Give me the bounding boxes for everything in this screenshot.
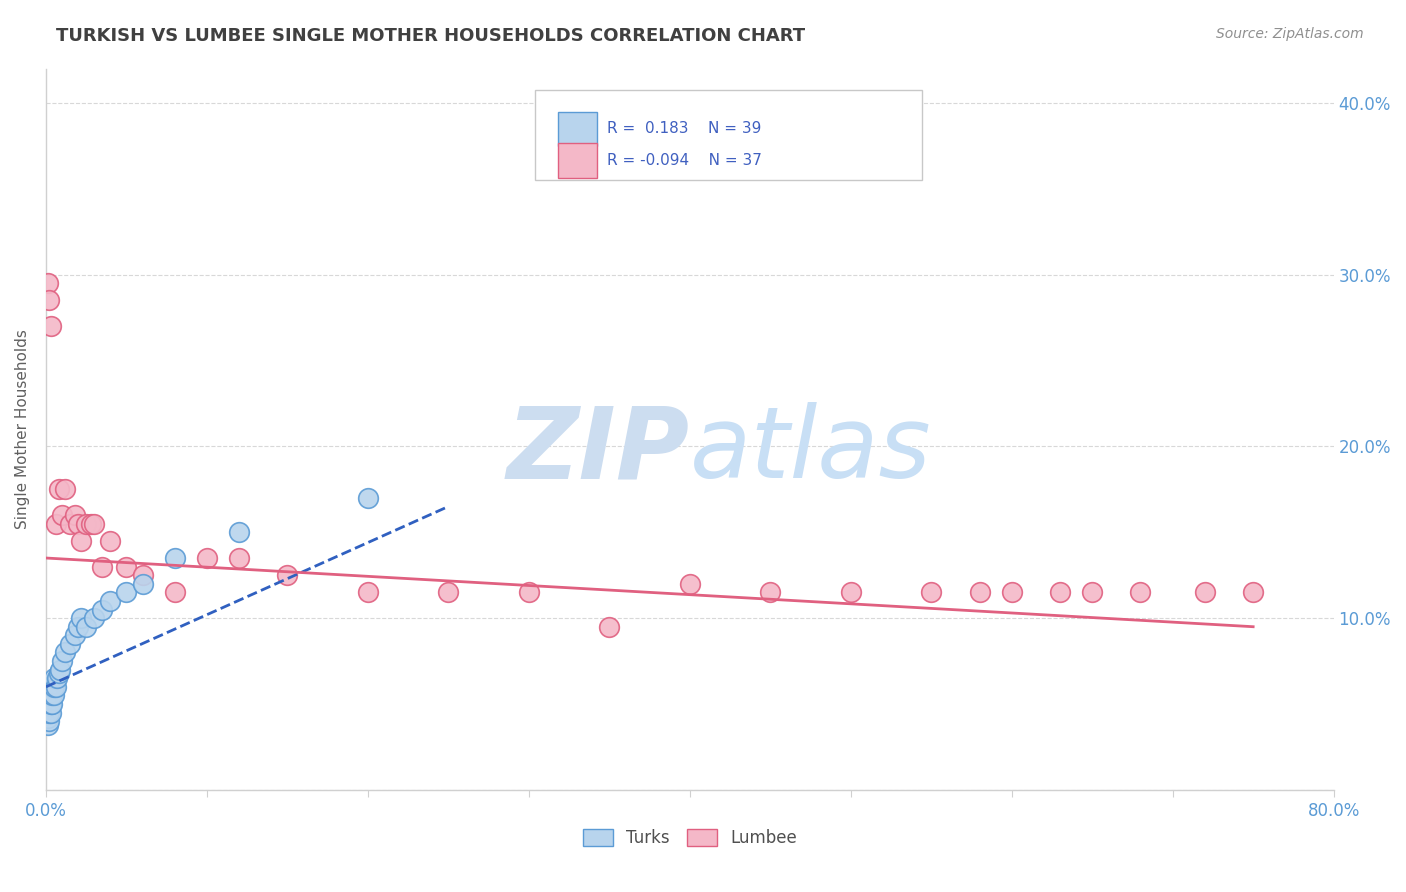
Point — [598, 620, 620, 634]
Point — [38, 689, 60, 703]
Point — [969, 585, 991, 599]
Point — [131, 568, 153, 582]
Point — [41, 689, 63, 703]
Point — [1194, 585, 1216, 599]
Point — [37, 689, 59, 703]
Point — [39, 689, 62, 703]
Point — [228, 551, 250, 566]
Point — [67, 516, 90, 531]
Point — [163, 585, 186, 599]
Point — [839, 585, 862, 599]
Point — [48, 666, 70, 681]
Point — [53, 645, 76, 659]
Point — [51, 508, 73, 522]
Point — [38, 714, 60, 729]
Text: atlas: atlas — [690, 402, 931, 500]
Point — [83, 516, 105, 531]
Point — [70, 533, 93, 548]
Point — [59, 637, 82, 651]
Point — [1241, 585, 1264, 599]
Bar — [558, 112, 598, 146]
Text: R = -0.094    N = 37: R = -0.094 N = 37 — [607, 153, 762, 168]
Point — [163, 551, 186, 566]
Point — [517, 585, 540, 599]
Point — [80, 516, 103, 531]
Point — [83, 611, 105, 625]
Point — [45, 516, 67, 531]
Point — [63, 628, 86, 642]
Point — [1049, 585, 1071, 599]
Text: TURKISH VS LUMBEE SINGLE MOTHER HOUSEHOLDS CORRELATION CHART: TURKISH VS LUMBEE SINGLE MOTHER HOUSEHOL… — [56, 27, 806, 45]
Point — [759, 585, 782, 599]
Point — [41, 697, 63, 711]
Point — [42, 689, 65, 703]
Point — [98, 594, 121, 608]
Point — [91, 559, 114, 574]
Point — [49, 663, 72, 677]
Point — [1081, 585, 1104, 599]
Point — [39, 706, 62, 720]
Point — [1129, 585, 1152, 599]
Point — [59, 516, 82, 531]
FancyBboxPatch shape — [536, 90, 921, 180]
Point — [46, 671, 69, 685]
Point — [39, 697, 62, 711]
Point — [45, 680, 67, 694]
Point — [1001, 585, 1024, 599]
Text: R =  0.183    N = 39: R = 0.183 N = 39 — [607, 121, 762, 136]
Point — [38, 697, 60, 711]
Point — [38, 680, 60, 694]
Point — [70, 611, 93, 625]
Point — [195, 551, 218, 566]
Point — [437, 585, 460, 599]
Point — [42, 680, 65, 694]
Text: Source: ZipAtlas.com: Source: ZipAtlas.com — [1216, 27, 1364, 41]
Point — [37, 277, 59, 291]
Point — [357, 491, 380, 505]
Point — [115, 559, 138, 574]
Point — [131, 576, 153, 591]
Legend: Turks, Lumbee: Turks, Lumbee — [576, 822, 803, 854]
Point — [39, 319, 62, 334]
Point — [679, 576, 702, 591]
Point — [53, 483, 76, 497]
Point — [37, 711, 59, 725]
Point — [37, 697, 59, 711]
Point — [63, 508, 86, 522]
Point — [41, 680, 63, 694]
Text: ZIP: ZIP — [506, 402, 690, 500]
Point — [920, 585, 942, 599]
Point — [115, 585, 138, 599]
Point — [357, 585, 380, 599]
Point — [228, 525, 250, 540]
Point — [276, 568, 298, 582]
Point — [38, 293, 60, 308]
Point — [37, 706, 59, 720]
Point — [67, 620, 90, 634]
Point — [51, 654, 73, 668]
Point — [75, 516, 97, 531]
Point — [38, 706, 60, 720]
Point — [75, 620, 97, 634]
Bar — [558, 144, 598, 178]
Point — [98, 533, 121, 548]
Point — [91, 602, 114, 616]
Point — [48, 483, 70, 497]
Point — [37, 717, 59, 731]
Point — [39, 680, 62, 694]
Y-axis label: Single Mother Households: Single Mother Households — [15, 329, 30, 529]
Point — [42, 671, 65, 685]
